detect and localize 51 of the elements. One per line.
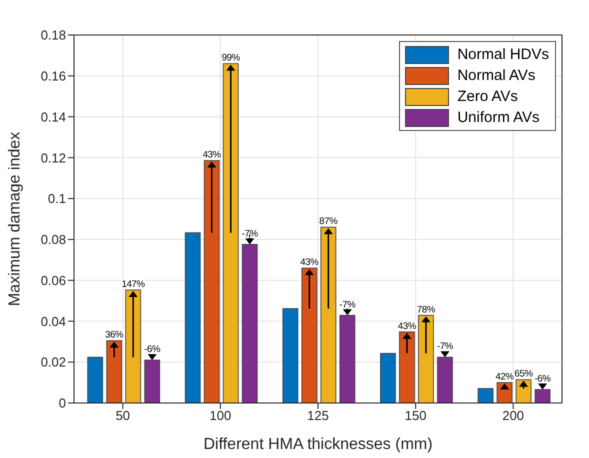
y-tick-label: 0.12 (40, 150, 66, 166)
annotation: 43% (202, 150, 222, 161)
annotation: 42% (496, 372, 514, 383)
annotation: -7% (436, 341, 454, 352)
annotation: 43% (300, 257, 320, 268)
bar (204, 160, 220, 403)
annotation: 36% (105, 330, 124, 341)
y-tick-label: 0 (58, 396, 66, 411)
y-tick-label: 0.1 (48, 191, 66, 206)
annotation: 147% (122, 278, 146, 290)
bar (125, 290, 142, 403)
annotation: 87% (319, 216, 338, 228)
y-axis-title: Maximum damage index (6, 132, 24, 306)
annotation: -7% (242, 228, 259, 240)
x-tick-label: 200 (502, 408, 524, 424)
bar (320, 226, 336, 403)
annotation: -6% (534, 374, 552, 385)
bar (418, 314, 434, 403)
x-axis-title: Different HMA thicknesses (mm) (203, 436, 433, 453)
y-tick-label: 0.14 (40, 109, 66, 124)
annotation: -7% (339, 299, 356, 310)
annotation: 99% (222, 52, 241, 64)
legend-label: Uniform AVs (457, 108, 540, 128)
y-tick-label: 0.16 (40, 68, 66, 84)
x-tick-label: 50 (116, 408, 130, 424)
bar (478, 388, 494, 403)
y-tick-label: 0.08 (40, 232, 66, 248)
legend-label: Normal AVs (457, 66, 536, 86)
bar (380, 352, 396, 403)
x-tick-label: 150 (404, 408, 426, 424)
annotation: 43% (398, 320, 417, 332)
bar (496, 382, 512, 403)
bar (184, 232, 201, 403)
bar (87, 356, 104, 403)
y-tick-label: 0.02 (40, 354, 66, 370)
bar (516, 379, 532, 403)
annotation: 78% (416, 304, 436, 316)
bar (222, 63, 239, 403)
bar (282, 308, 298, 403)
annotation: 65% (514, 368, 534, 380)
bar (301, 268, 318, 403)
bar (106, 340, 122, 403)
legend-label: Zero AVs (457, 87, 518, 107)
x-tick-label: 125 (307, 408, 329, 424)
annotation: -6% (144, 344, 162, 356)
bar (399, 331, 415, 403)
y-tick-label: 0.04 (40, 314, 66, 329)
legend-label: Normal HDVs (457, 45, 549, 65)
y-tick-label: 0.18 (40, 28, 66, 43)
y-tick-label: 0.06 (40, 272, 66, 288)
x-tick-label: 100 (210, 408, 232, 424)
